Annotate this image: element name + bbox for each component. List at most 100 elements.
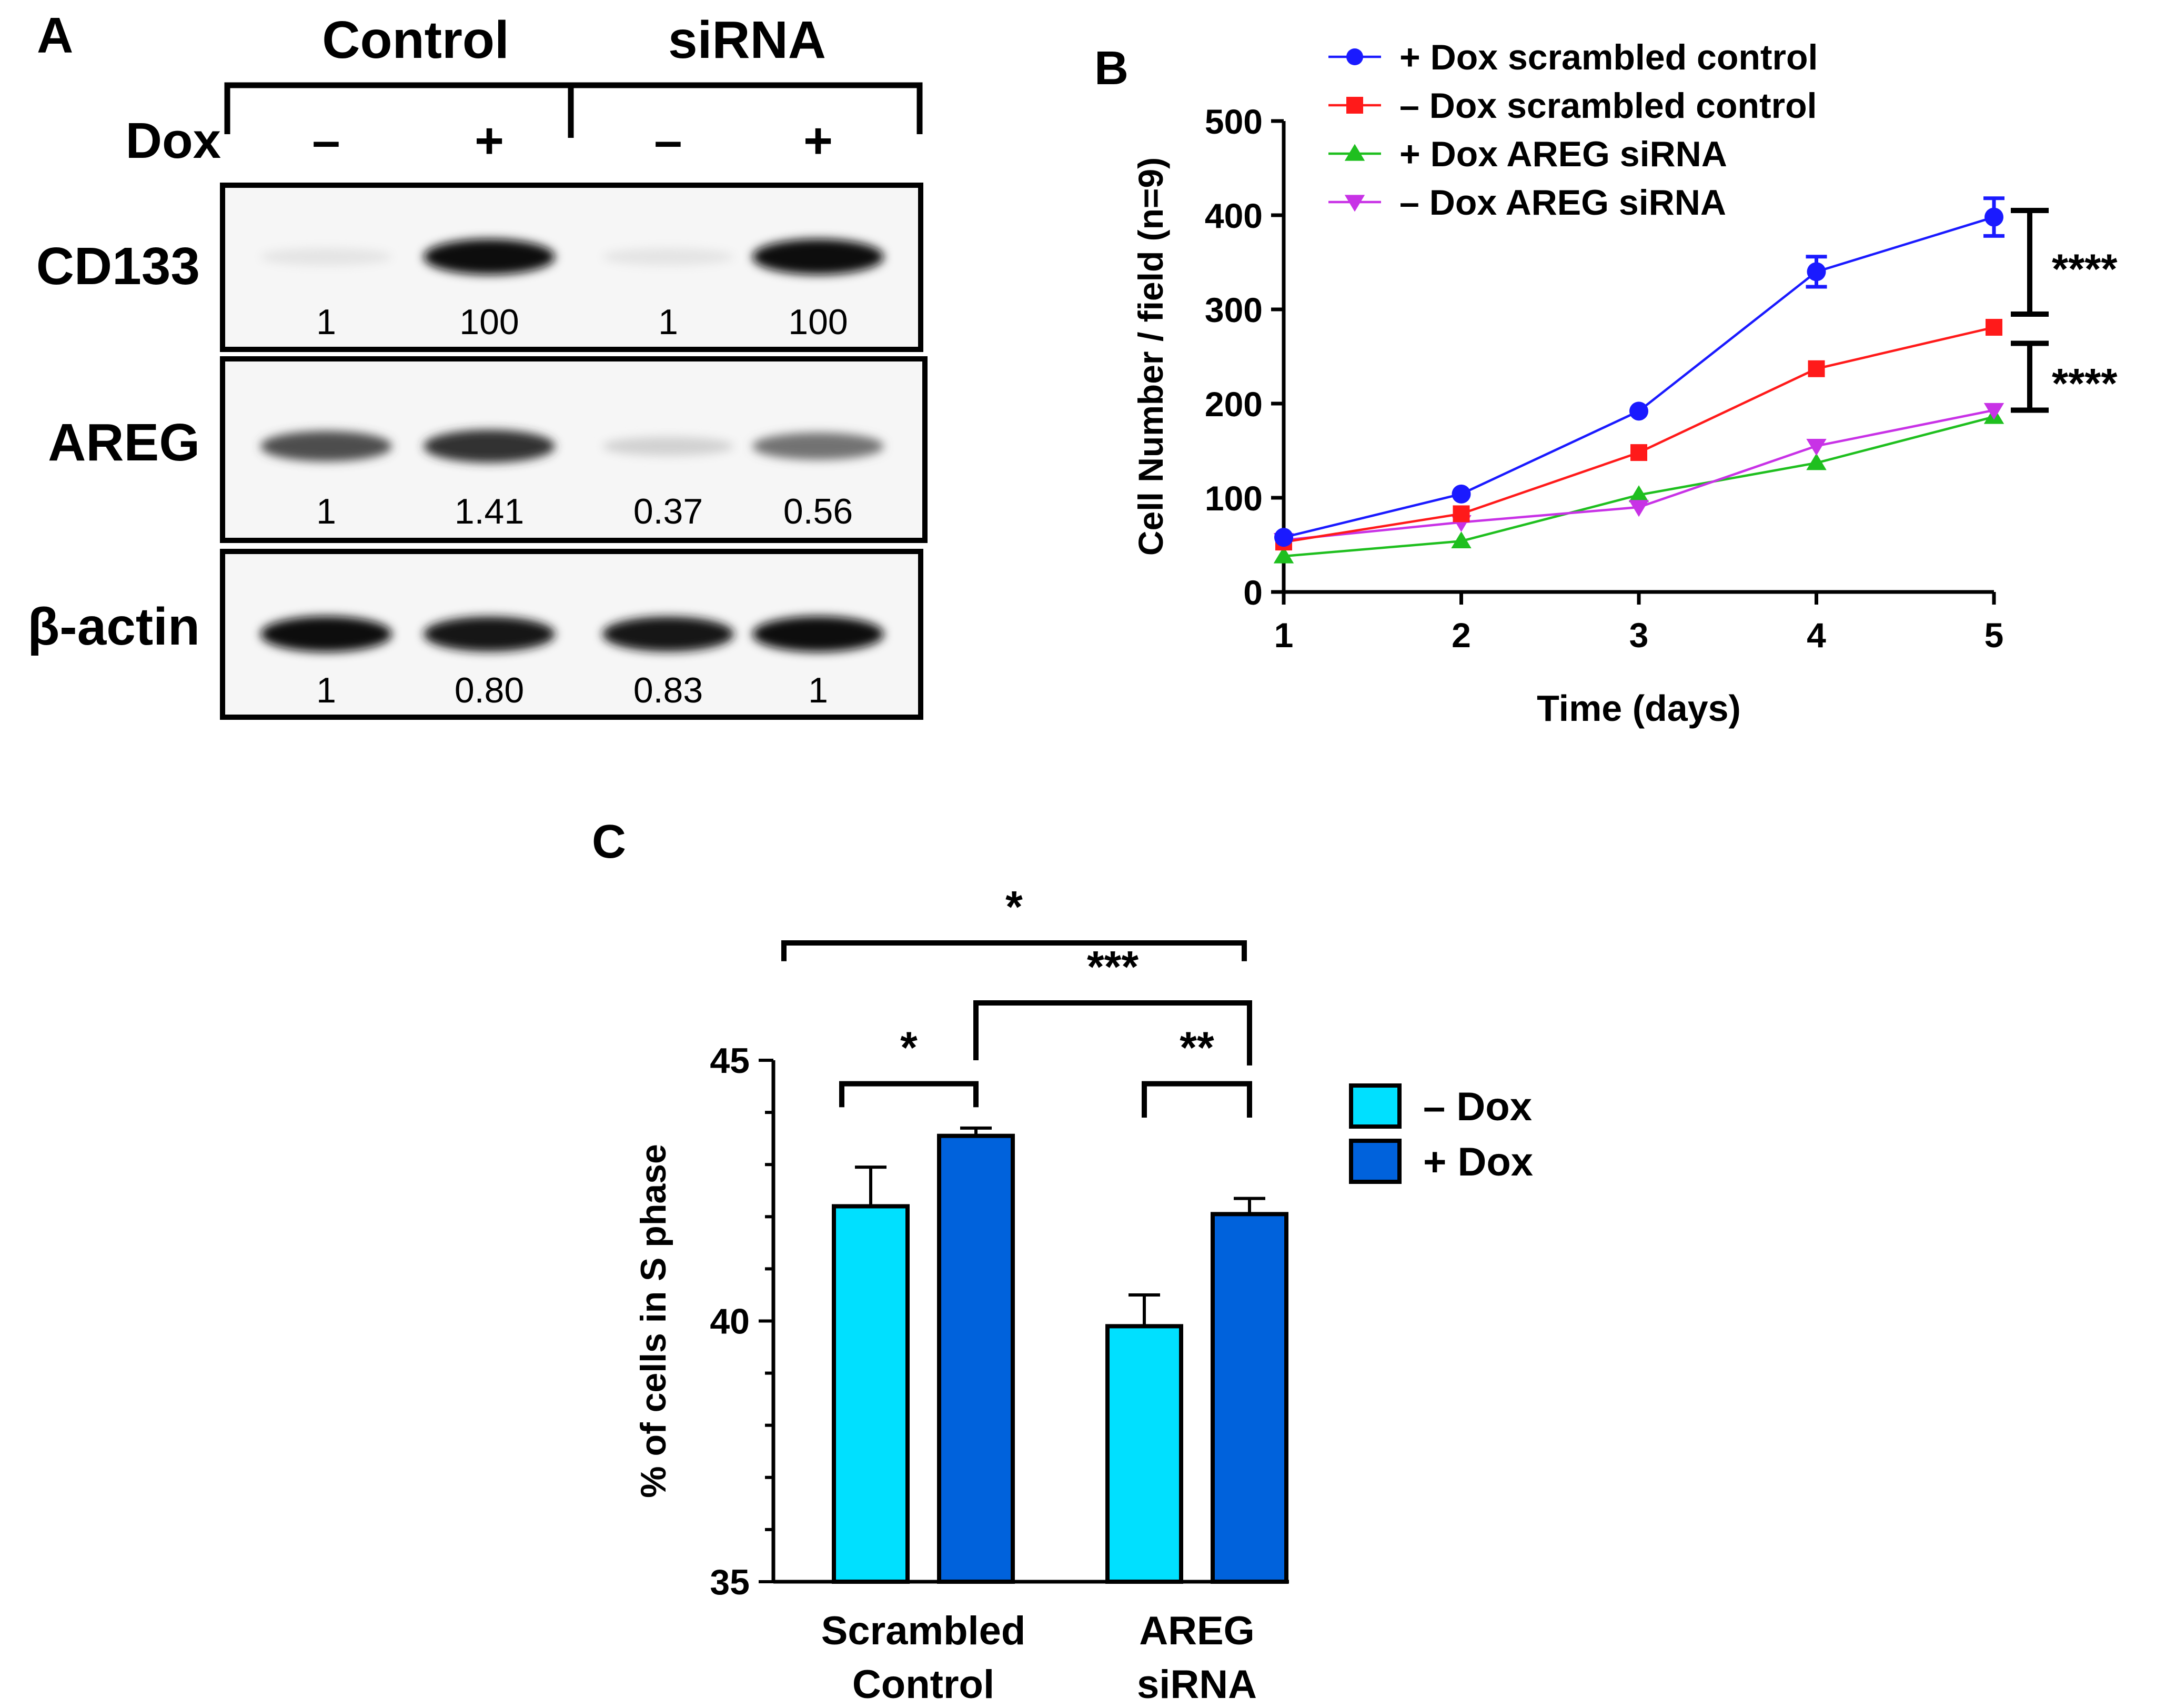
- panel-a-label: A: [37, 7, 73, 64]
- blot-band-beta-actin-lane-4: [752, 616, 884, 652]
- blot-value-cd133-lane-4: 100: [788, 302, 848, 342]
- chart-b-series-1: [1274, 196, 2004, 547]
- blot-value-areg-lane-3: 0.37: [633, 491, 703, 531]
- chart-b-legend-label-3: + Dox AREG siRNA: [1399, 134, 1727, 174]
- blot-band-cd133-lane-1: [260, 248, 392, 266]
- blot-band-areg-lane-1: [260, 431, 392, 461]
- blot-band-beta-actin-lane-3: [602, 616, 734, 652]
- chart-c-sig-bracket-1: [781, 940, 1247, 961]
- blot-band-cd133-lane-3: [602, 248, 734, 266]
- chart-c-legend-label-2: + Dox: [1423, 1140, 1533, 1184]
- chart-c-plot: 35 40 45 % of cells in S phase Scrambled Cont…: [633, 882, 1533, 1707]
- chart-c-sig-label-4: **: [1180, 1023, 1214, 1072]
- chart-c-sig-label-1: *: [1005, 882, 1023, 931]
- chart-c-legend-label-1: – Dox: [1423, 1084, 1532, 1129]
- dox-sign-lane-3: –: [654, 113, 682, 169]
- chart-c-bar-minus-dox-1: [832, 1204, 910, 1584]
- blot-value-areg-lane-1: 1: [316, 491, 336, 531]
- chart-c-bar-minus-dox-2: [1105, 1324, 1183, 1584]
- chart-b-sig-label-1: ****: [2052, 246, 2118, 293]
- chart-b-point: [1628, 500, 1649, 517]
- chart-b-y-tick-label: 100: [1205, 479, 1263, 518]
- chart-b-point: [1807, 262, 1826, 282]
- dox-sign-lane-2: +: [475, 113, 504, 169]
- chart-c-y-tick-label: 35: [710, 1562, 750, 1602]
- chart-c-bar-plus-dox-1: [937, 1133, 1015, 1584]
- chart-b-point: [1274, 528, 1293, 547]
- chart-b-point: [1452, 484, 1471, 504]
- chart-b-sig-label-2: ****: [2052, 360, 2118, 407]
- blot-value-cd133-lane-1: 1: [316, 302, 336, 342]
- blot-rows: CD133 1 100 1 100 AREG 1 1.41 0.37 0.56 β-actin 1 0.…: [27, 183, 928, 720]
- chart-c-sig-bracket-2: [973, 1000, 1252, 1066]
- blot-band-cd133-lane-4: [752, 239, 884, 275]
- chart-c-bar-plus-dox-2: [1211, 1212, 1288, 1584]
- chart-b-legend-label-4: – Dox AREG siRNA: [1399, 183, 1726, 223]
- blot-row-cd133: CD133 1 100 1 100: [36, 183, 923, 352]
- chart-b-legend-marker-1: [1346, 48, 1363, 65]
- chart-b-point: [1451, 531, 1472, 548]
- blot-row-label-beta-actin: β-actin: [27, 597, 200, 656]
- chart-b-plot: 0 100 200 300 400 500 1 2 3 4 5 Time (days) Cell Num…: [1131, 37, 2118, 729]
- blot-value-cd133-lane-3: 1: [658, 302, 678, 342]
- blot-row-label-cd133: CD133: [36, 237, 200, 296]
- chart-b-x-axis-title: Time (days): [1537, 688, 1741, 729]
- blot-row-label-areg: AREG: [48, 413, 200, 472]
- chart-b-series-4: [1273, 403, 2004, 550]
- chart-b-legend-marker-4: [1344, 195, 1365, 212]
- blot-value-beta-actin-lane-1: 1: [316, 670, 336, 710]
- chart-c-sig-label-3: *: [900, 1023, 918, 1072]
- blot-band-beta-actin-lane-2: [424, 616, 555, 652]
- chart-b-legend: + Dox scrambled control – Dox scrambled c…: [1328, 37, 1818, 223]
- chart-b-series-2: [1275, 319, 2002, 551]
- dox-sign-lane-4: +: [803, 113, 833, 169]
- chart-b-x-tick-label: 1: [1274, 616, 1294, 655]
- chart-b-y-tick-label: 500: [1205, 102, 1263, 141]
- blot-row-beta-actin: β-actin 1 0.80 0.83 1: [27, 549, 923, 720]
- chart-c-category-label: AREG: [1139, 1609, 1255, 1653]
- chart-b-point: [1273, 546, 1294, 564]
- group-bracket: [224, 82, 923, 138]
- blot-value-beta-actin-lane-4: 1: [808, 670, 828, 710]
- chart-b-y-tick-label: 400: [1205, 196, 1263, 235]
- panel-c-bar-chart: C 35 40 45 % of cells in S phase Scrambled Co…: [592, 816, 1533, 1707]
- chart-b-legend-label-1: + Dox scrambled control: [1399, 37, 1818, 77]
- panel-b-line-chart: B 0 100 200 300 400 500 1 2 3 4 5 Time (days) Cell N…: [1094, 37, 2118, 729]
- blot-row-areg: AREG 1 1.41 0.37 0.56: [48, 356, 928, 543]
- blot-value-beta-actin-lane-3: 0.83: [633, 670, 703, 710]
- chart-c-significance: ***** **: [781, 882, 1252, 1118]
- chart-c-legend: – Dox + Dox: [1349, 1083, 1533, 1184]
- chart-b-y-tick-label: 200: [1205, 385, 1263, 424]
- chart-b-x-tick-label: 4: [1807, 616, 1826, 655]
- group-label-sirna: siRNA: [668, 11, 826, 69]
- dox-label: Dox: [126, 113, 221, 169]
- chart-b-point: [1628, 485, 1649, 503]
- blot-band-areg-lane-2: [424, 429, 555, 463]
- panel-a-western-blot: A Control siRNA Dox – + – + CD133 1 100 1 100 AR…: [27, 7, 928, 720]
- chart-b-point: [1986, 319, 2002, 336]
- chart-b-legend-label-2: – Dox scrambled control: [1399, 86, 1817, 126]
- chart-c-sig-bracket-3: [839, 1081, 979, 1108]
- chart-b-point: [1629, 401, 1648, 421]
- blot-band-areg-lane-3: [602, 436, 734, 456]
- group-label-control: Control: [322, 11, 509, 69]
- chart-c-category-label: Control: [852, 1662, 994, 1707]
- dox-signs: – + – +: [312, 113, 833, 169]
- chart-b-legend-marker-2: [1346, 97, 1363, 114]
- chart-b-point: [1808, 360, 1825, 377]
- chart-c-legend-swatch-2: [1349, 1139, 1402, 1184]
- chart-b-point: [1984, 207, 2003, 227]
- chart-b-y-tick-label: 0: [1243, 573, 1263, 612]
- blot-value-areg-lane-4: 0.56: [783, 491, 853, 531]
- chart-b-point: [1806, 453, 1827, 470]
- chart-c-y-tick-label: 40: [710, 1302, 750, 1342]
- chart-b-y-axis-title: Cell Number / field (n=9): [1131, 157, 1170, 556]
- blot-value-beta-actin-lane-2: 0.80: [455, 670, 524, 710]
- chart-c-category-label: Scrambled: [821, 1609, 1026, 1653]
- panel-c-label: C: [592, 816, 626, 868]
- panel-b-label: B: [1094, 42, 1129, 95]
- chart-b-x-tick-label: 5: [1984, 616, 2004, 655]
- chart-b-x-tick-label: 3: [1629, 616, 1649, 655]
- blot-band-areg-lane-4: [752, 433, 884, 460]
